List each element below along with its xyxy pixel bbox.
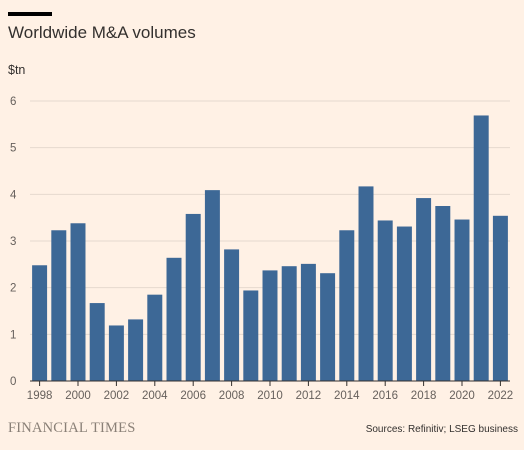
- chart-title: Worldwide M&A volumes: [8, 23, 196, 42]
- bar-2021: [473, 115, 489, 381]
- bar-2014: [339, 230, 355, 381]
- bar-2012: [300, 263, 316, 381]
- y-tick-label-3: 3: [10, 236, 16, 248]
- x-tick-label-2016: 2016: [372, 390, 398, 402]
- header-rule: [8, 12, 52, 16]
- bar-2013: [320, 273, 336, 381]
- bar-2001: [89, 303, 105, 381]
- publisher-logo-text: FINANCIAL TIMES: [8, 420, 136, 436]
- bar-1998: [32, 265, 48, 381]
- bar-2022: [492, 215, 508, 381]
- bar-1999: [51, 230, 67, 381]
- bar-2018: [416, 198, 432, 381]
- x-tick-label-2010: 2010: [257, 390, 283, 402]
- x-tick-label-2000: 2000: [65, 390, 91, 402]
- bar-2015: [358, 186, 374, 381]
- bar-2005: [166, 257, 182, 381]
- x-tick-label-2008: 2008: [219, 390, 245, 402]
- bar-2020: [454, 219, 470, 381]
- bar-2007: [204, 190, 220, 381]
- x-tick-label-2022: 2022: [488, 390, 514, 402]
- bar-2016: [377, 220, 393, 381]
- x-tick-label-2012: 2012: [296, 390, 322, 402]
- x-tick-label-2006: 2006: [180, 390, 206, 402]
- bar-2008: [224, 249, 240, 381]
- bar-2010: [262, 270, 278, 381]
- y-tick-label-5: 5: [10, 143, 16, 155]
- bar-2003: [128, 319, 144, 381]
- bars: [32, 115, 508, 381]
- x-tick-label-2018: 2018: [411, 390, 437, 402]
- y-tick-label-0: 0: [10, 376, 16, 388]
- y-axis-unit-label: $tn: [8, 63, 26, 77]
- y-tick-label-1: 1: [10, 329, 16, 341]
- bar-2000: [70, 223, 86, 381]
- x-tick-label-2020: 2020: [449, 390, 475, 402]
- x-tick-label-2004: 2004: [142, 390, 168, 402]
- x-tick-label-1998: 1998: [27, 390, 53, 402]
- bar-2006: [185, 213, 201, 381]
- y-tick-label-2: 2: [10, 283, 16, 295]
- source-note: Sources: Refinitiv; LSEG business: [365, 424, 518, 435]
- bar-2011: [281, 266, 297, 381]
- bar-2019: [435, 206, 451, 381]
- y-tick-label-6: 6: [10, 96, 16, 108]
- bar-2002: [108, 325, 124, 381]
- x-tick-label-2014: 2014: [334, 390, 360, 402]
- bar-2017: [396, 226, 412, 381]
- bar-2009: [243, 290, 259, 381]
- x-axis-ticks: 1998 2000 2002 2004 2006 2008 2010 2012 2014 2016…: [27, 381, 513, 402]
- bar-2004: [147, 294, 163, 381]
- y-tick-label-4: 4: [10, 189, 17, 201]
- y-axis-ticks: 0 1 2 3 4 5 6: [10, 96, 17, 388]
- x-tick-label-2002: 2002: [104, 390, 130, 402]
